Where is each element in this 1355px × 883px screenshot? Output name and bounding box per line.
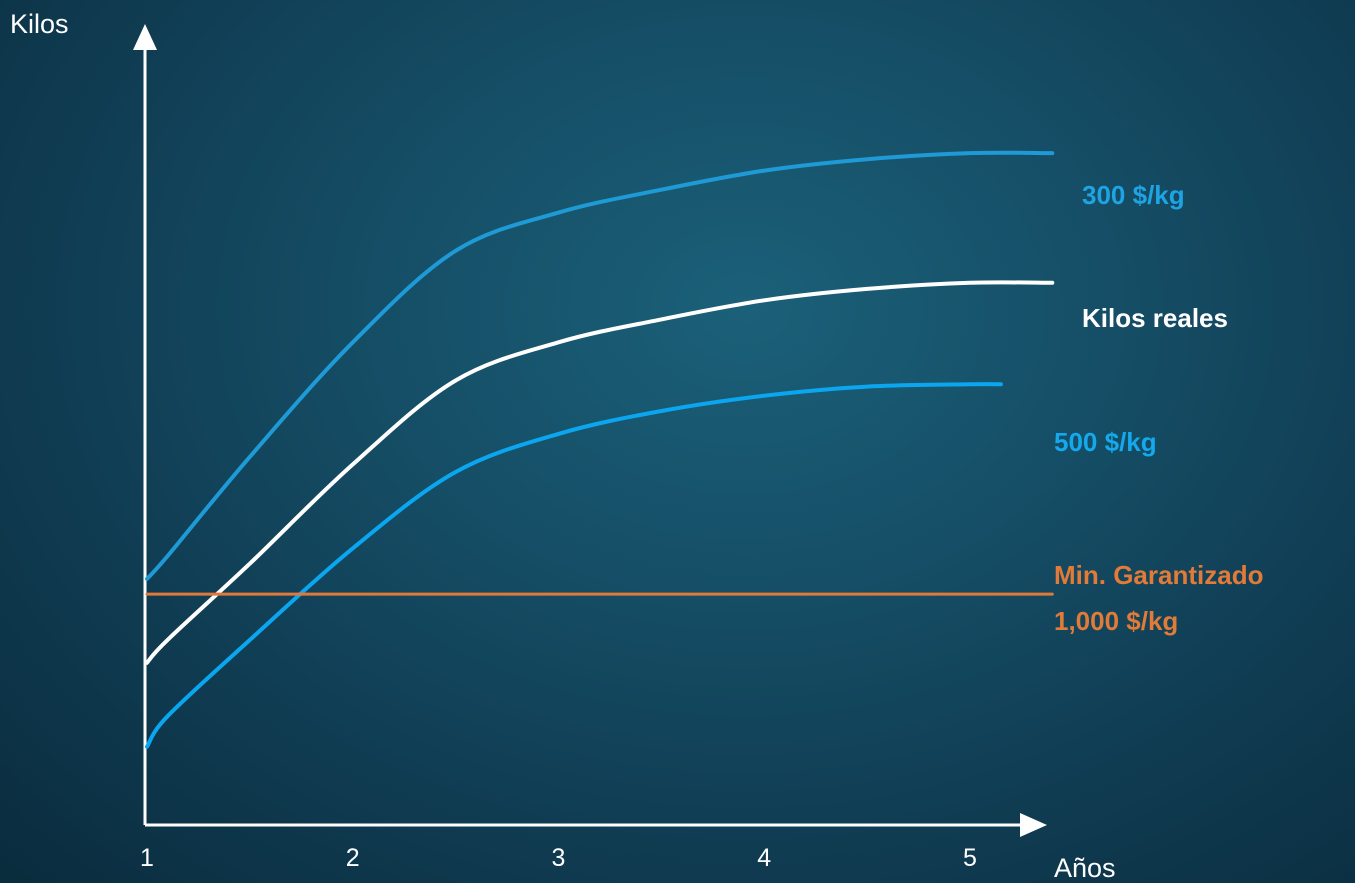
series-line-300 <box>145 150 1055 581</box>
series-line-500 <box>145 382 1003 749</box>
x-tick-label: 5 <box>963 844 977 872</box>
label-300: 300 $/kg <box>1082 180 1185 210</box>
label-kilos-reales: Kilos reales <box>1082 303 1228 333</box>
series-line-kilos-reales <box>145 280 1055 665</box>
x-tick-labels: 1 2 3 4 5 <box>140 844 977 872</box>
x-tick-label: 3 <box>552 844 566 872</box>
x-tick-label: 1 <box>140 844 154 872</box>
y-axis-label: Kilos <box>10 9 69 39</box>
label-500: 500 $/kg <box>1054 427 1157 457</box>
x-tick-label: 4 <box>757 844 771 872</box>
series-layer <box>145 150 1055 749</box>
label-min-garantizado-line-1: Min. Garantizado <box>1054 560 1263 590</box>
x-axis-arrow <box>1020 813 1047 837</box>
y-axis-arrow <box>133 24 157 50</box>
series-labels: 300 $/kg Kilos reales 500 $/kg Min. Garanti… <box>1054 180 1263 636</box>
label-min-garantizado-line-2: 1,000 $/kg <box>1054 606 1178 636</box>
x-tick-label: 2 <box>346 844 360 872</box>
x-axis-label: Años <box>1054 853 1116 883</box>
axes <box>133 24 1047 837</box>
